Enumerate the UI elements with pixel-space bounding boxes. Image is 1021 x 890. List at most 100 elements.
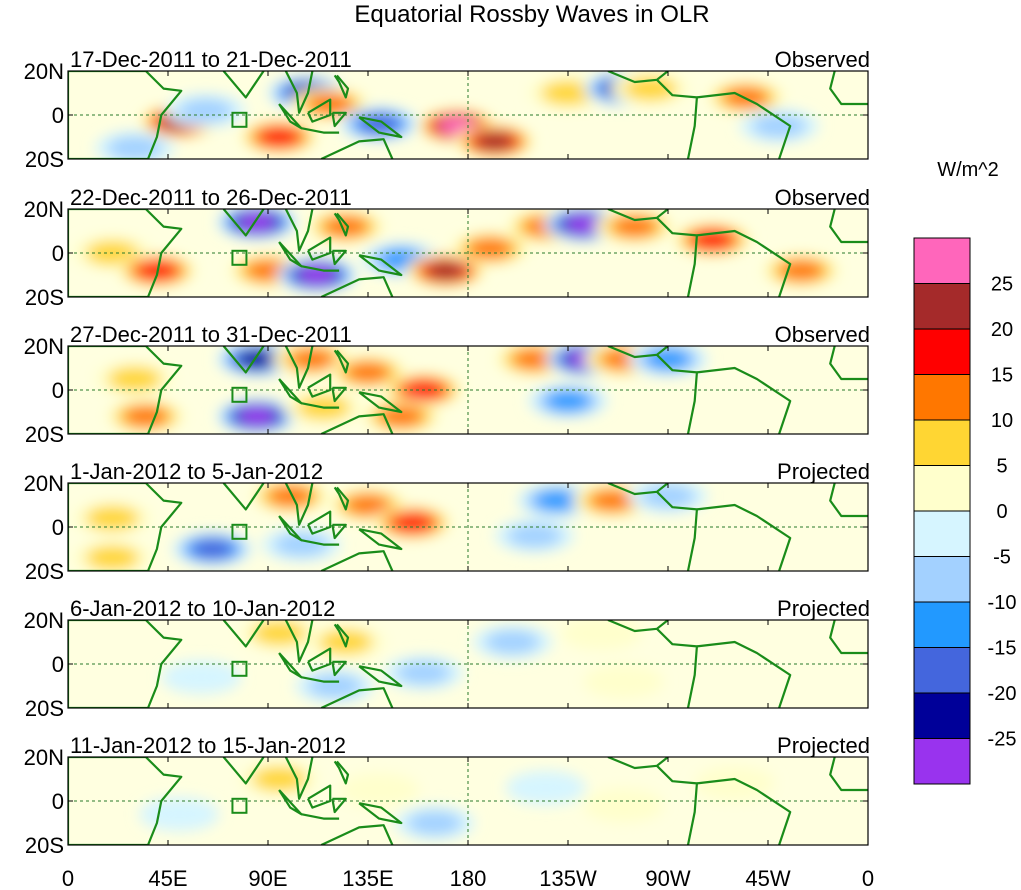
coastline	[301, 127, 340, 134]
y-tick-label: 20S	[25, 559, 64, 584]
anomaly-contour	[378, 406, 425, 427]
coastline	[222, 209, 265, 237]
coastline	[301, 402, 340, 409]
coastline	[607, 620, 669, 633]
x-tick-label: 180	[450, 866, 487, 890]
y-tick-label: 20N	[24, 197, 64, 222]
panel-type-label: Observed	[775, 322, 870, 347]
colorbar-level-label: -5	[993, 547, 1011, 569]
anomaly-contour	[107, 367, 162, 391]
y-tick-label: 20N	[24, 59, 64, 84]
colorbar-level-label: -20	[988, 683, 1017, 705]
anomaly-contour	[252, 767, 307, 791]
anomaly-contour	[345, 494, 391, 516]
y-tick-label: 0	[52, 378, 64, 403]
coastline	[829, 620, 868, 655]
anomaly-contour	[307, 674, 362, 698]
x-tick-label: 135E	[342, 866, 393, 890]
anomaly-contour	[541, 81, 595, 105]
reference-box	[231, 249, 248, 266]
anomaly-contour	[85, 545, 140, 570]
colorbar-swatch	[913, 601, 971, 648]
panel-type-label: Projected	[777, 596, 870, 621]
coastline	[829, 483, 868, 518]
anomaly-contour	[565, 215, 602, 234]
anomaly-contour	[123, 406, 169, 427]
coastline	[284, 757, 314, 800]
anomaly-contour	[238, 213, 276, 231]
anomaly-contour	[289, 348, 336, 370]
reference-box	[231, 660, 248, 677]
anomaly-contour	[391, 513, 433, 533]
panel-period-label: 22-Dec-2011 to 26-Dec-2011	[70, 185, 352, 210]
reference-box	[231, 523, 248, 540]
coastline	[307, 510, 332, 535]
coastline	[222, 71, 265, 99]
anomaly-contour	[252, 621, 307, 646]
coastline	[320, 550, 394, 571]
coastline	[307, 236, 332, 261]
y-tick-label: 0	[52, 103, 64, 128]
y-tick-label: 0	[52, 515, 64, 540]
coastline	[829, 346, 868, 381]
coastline	[358, 665, 403, 688]
anomaly-contour	[407, 811, 462, 835]
coastline	[333, 623, 350, 648]
panel-type-label: Observed	[775, 47, 870, 72]
coastline	[284, 346, 314, 389]
coastline	[284, 483, 314, 526]
anomaly-contour	[485, 630, 540, 654]
anomaly-contour	[641, 484, 695, 509]
anomaly-contour	[426, 261, 465, 280]
anomaly-contour	[534, 490, 580, 511]
coastline	[68, 209, 183, 297]
colorbar-level-label: -15	[988, 638, 1017, 660]
coastline	[696, 229, 792, 297]
coastline	[278, 103, 303, 130]
coastline	[284, 71, 314, 114]
coastline	[607, 346, 669, 359]
y-tick-label: 20S	[25, 147, 64, 172]
coastline	[301, 539, 340, 546]
colorbar-swatch	[913, 556, 971, 603]
y-tick-label: 20N	[24, 471, 64, 496]
coastline	[331, 111, 347, 128]
anomaly-contour	[583, 788, 664, 823]
colorbar-swatch	[913, 738, 971, 785]
coastline	[320, 413, 394, 434]
coastline	[333, 486, 350, 511]
panel: 20N 0 20S 6-Jan-2012 to 10-Jan-2012 Projecte…	[24, 596, 870, 721]
coastline	[307, 784, 332, 809]
panel: 20N 0 20S 17-Dec-2011 to 21-Dec-2011 Observe…	[24, 47, 870, 172]
panel-type-label: Projected	[777, 733, 870, 758]
x-tick-label: 0	[62, 866, 74, 890]
coastline	[358, 528, 403, 551]
coastline	[278, 241, 303, 268]
coastline	[278, 515, 303, 542]
coastline	[278, 378, 303, 405]
x-tick-label: 90E	[248, 866, 287, 890]
anomaly-contour	[583, 664, 664, 699]
coastline	[278, 789, 303, 816]
colorbar-swatch	[913, 374, 971, 421]
x-tick-label: 135W	[539, 866, 597, 890]
y-tick-label: 20S	[25, 696, 64, 721]
anomaly-contour	[161, 660, 242, 695]
coastline	[320, 824, 394, 845]
coastline	[68, 483, 183, 571]
coastline	[68, 757, 183, 845]
colorbar-level-label: 15	[991, 365, 1013, 387]
coastline	[696, 503, 792, 571]
anomaly-field	[68, 209, 868, 297]
coastline	[607, 209, 669, 222]
coastline	[829, 757, 868, 792]
colorbar-level-label: -10	[988, 592, 1017, 614]
anomaly-contour	[545, 390, 591, 412]
coastline	[320, 276, 394, 297]
chart-title: Equatorial Rossby Waves in OLR	[354, 1, 709, 28]
coastline	[222, 483, 265, 511]
anomaly-contour	[475, 132, 514, 151]
colorbar-level-label: -25	[988, 729, 1017, 751]
panel-type-label: Observed	[775, 185, 870, 210]
coastline	[696, 640, 792, 708]
